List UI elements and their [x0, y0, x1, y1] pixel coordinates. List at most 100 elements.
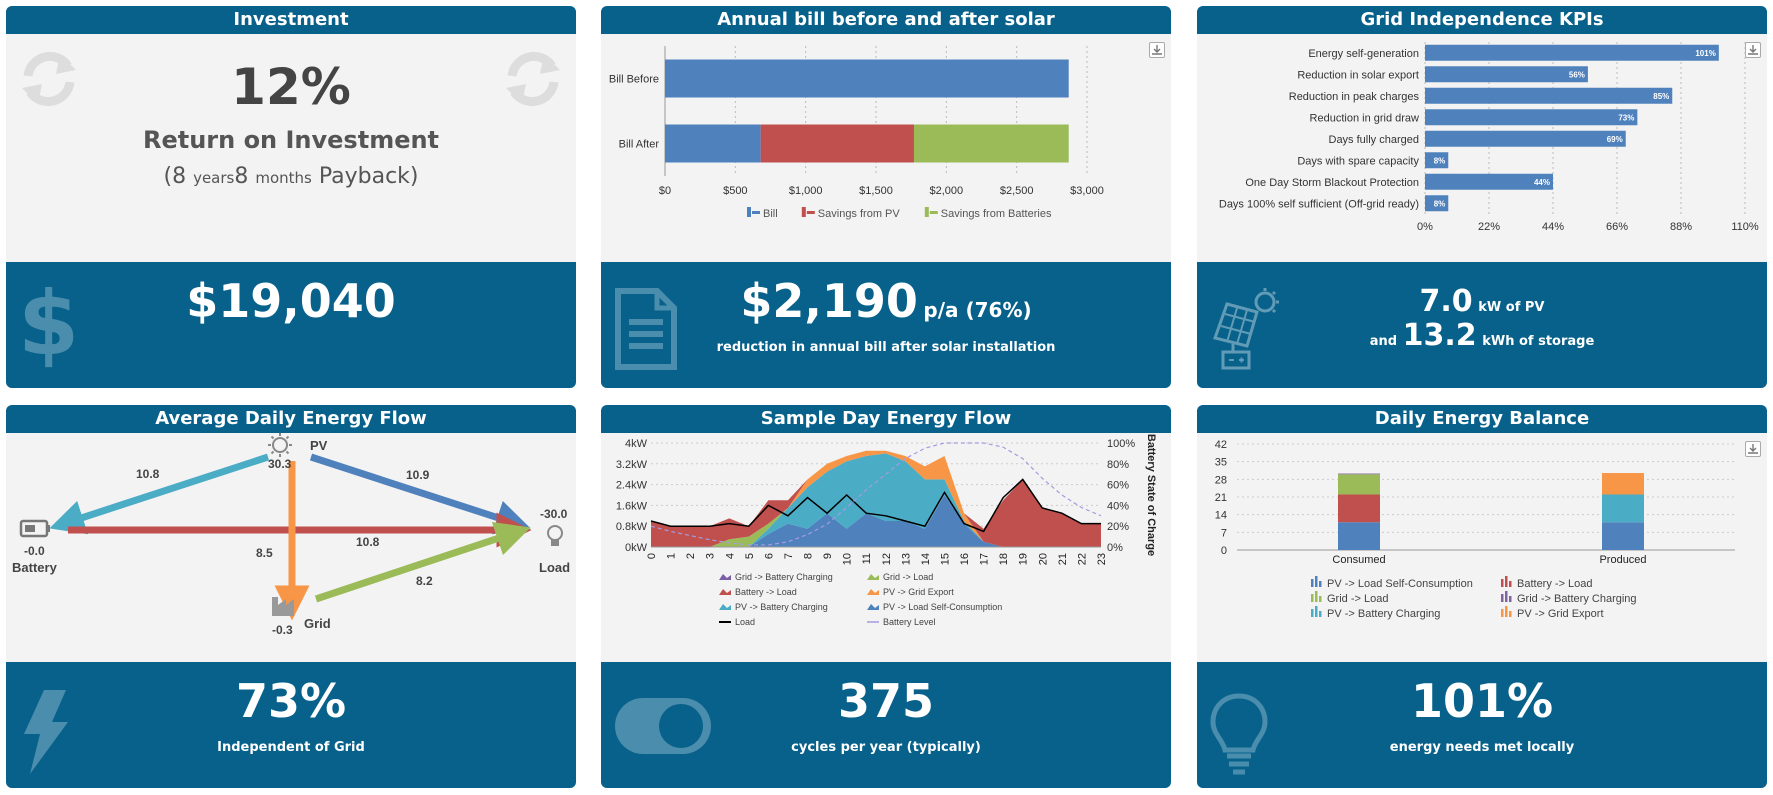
balance-title: Daily Energy Balance — [1197, 405, 1767, 433]
legend-item: PV -> Grid Export — [867, 587, 954, 597]
kpi-bar — [1425, 87, 1673, 104]
x-tick-label: $2,500 — [1000, 185, 1034, 197]
y2-tick-label: 0% — [1107, 542, 1123, 554]
y-tick-label: Days fully charged — [1329, 134, 1420, 146]
kpi-footer: 7.0 kW of PV and 13.2 kWh of storage — [1197, 262, 1767, 388]
legend-item: PV -> Load Self-Consumption — [867, 602, 1002, 612]
download-icon[interactable] — [1745, 441, 1761, 457]
y-tick-label: 2.4kW — [616, 480, 648, 492]
legend-label: Savings from PV — [818, 208, 901, 220]
legend-swatch — [1505, 576, 1508, 587]
payback-years: (8 — [163, 164, 187, 189]
legend-label: PV -> Load Self-Consumption — [883, 602, 1002, 612]
data-label: 85% — [1653, 92, 1669, 101]
cycles-value: 375 — [837, 674, 935, 728]
bar-segment — [913, 124, 1069, 163]
legend-item: Savings from PV — [801, 207, 901, 220]
legend-item: PV -> Battery Charging — [1311, 606, 1440, 620]
legend-swatch — [1315, 576, 1318, 587]
legend-swatch — [719, 574, 731, 580]
legend-swatch — [867, 604, 879, 610]
download-icon[interactable] — [1745, 42, 1761, 58]
legend-swatch — [1509, 611, 1512, 617]
legend-swatch — [1319, 581, 1322, 587]
kpi-pv-value: 7.0 — [1419, 284, 1473, 319]
legend-swatch — [1315, 606, 1318, 617]
legend-label: Battery -> Load — [1517, 578, 1593, 590]
x-tick-label: 1 — [666, 553, 678, 559]
data-label: 8% — [1434, 199, 1446, 208]
legend-swatch — [1319, 611, 1322, 617]
sample-panel: Sample Day Energy Flow 0kW 0.8kW 1.6kW 2.4k… — [601, 405, 1171, 788]
legend-item: Load — [719, 617, 755, 627]
y2-tick-label: 100% — [1107, 438, 1135, 450]
kpi-bar — [1425, 130, 1626, 147]
flow-pv-battery: 10.8 — [136, 467, 160, 481]
x-tick-label: 9 — [822, 553, 834, 559]
legend-label: Grid -> Battery Charging — [735, 572, 833, 582]
legend-swatch — [867, 589, 879, 595]
kpi-chart: 0% 22% 44% 66% 88% 110% Energy self-generation… — [1219, 42, 1759, 233]
legend-swatch — [719, 589, 731, 595]
x-tick-label: 7 — [783, 553, 795, 559]
legend-item: Bill — [747, 207, 778, 220]
kpi-storage-row: and 13.2 kWh of storage — [1197, 318, 1767, 353]
kpi-bar — [1425, 44, 1719, 61]
balance-panel: Daily Energy Balance 0 7 14 21 28 35 42 Consume… — [1197, 405, 1767, 788]
met-label: energy needs met locally — [1389, 740, 1575, 755]
bill-caption: reduction in annual bill after solar ins… — [716, 340, 1056, 355]
y-tick-label: 0 — [1221, 545, 1227, 557]
y-tick-label: Reduction in solar export — [1297, 69, 1419, 81]
factory-icon — [272, 597, 294, 616]
y2-tick-label: 80% — [1107, 459, 1129, 471]
x-tick-label: 3 — [705, 553, 717, 559]
stacked-bar-segment — [1602, 494, 1644, 523]
arrow-grid-load — [314, 521, 531, 603]
x-tick-label: Produced — [1599, 554, 1646, 566]
battery-icon — [19, 519, 50, 538]
bulb-icon — [547, 525, 563, 546]
payback-text: (8 years8 months Payback) — [6, 164, 576, 189]
kpi-storage-value: 13.2 — [1402, 318, 1477, 353]
x-tick-label: 23 — [1096, 553, 1108, 565]
kpi-bar — [1425, 195, 1449, 212]
legend-swatch — [1505, 591, 1508, 602]
legend-swatch — [806, 211, 815, 214]
refresh-icon — [22, 52, 76, 106]
legend-swatch — [929, 211, 938, 214]
y-tick-label: 21 — [1215, 492, 1227, 504]
battery-level-line — [650, 442, 1102, 546]
y-tick-label: 4kW — [625, 438, 648, 450]
x-tick-label: 22 — [1076, 553, 1088, 565]
independent-label: Independent of Grid — [217, 740, 365, 755]
legend-item: Grid -> Battery Charging — [719, 572, 833, 582]
download-icon[interactable] — [1149, 42, 1165, 58]
x-tick-label: 16 — [959, 553, 971, 565]
y-tick-label: One Day Storm Blackout Protection — [1245, 177, 1419, 189]
payback-label: Payback) — [318, 164, 419, 189]
grid-label: Grid — [304, 616, 331, 631]
x-tick-label: 19 — [1018, 553, 1030, 565]
pv-value: 30.3 — [268, 457, 292, 471]
bar-segment — [760, 124, 914, 163]
sun-icon — [268, 433, 292, 457]
x-tick-label: 21 — [1057, 553, 1069, 565]
sample-chart: 0kW 0.8kW 1.6kW 2.4kW 3.2kW 4kW 0% 20% 40% 60% 80%… — [616, 434, 1157, 627]
investment-cost: $19,040 — [186, 274, 396, 328]
bill-saving-row: $2,190 p/a (76%) — [601, 274, 1171, 328]
kpi-pv-unit: kW of PV — [1478, 300, 1545, 315]
y2-tick-label: 60% — [1107, 480, 1129, 492]
legend-label: Grid -> Load — [1327, 593, 1388, 605]
x-tick-label: 2 — [685, 553, 697, 559]
kpi-storage-unit: kWh of storage — [1482, 334, 1595, 349]
y-tick-label: Bill Before — [609, 74, 659, 86]
bill-panel: Annual bill before and after solar $0 $50… — [601, 6, 1171, 388]
y-tick-label: Days with spare capacity — [1297, 155, 1419, 167]
y-tick-label: Energy self-generation — [1308, 48, 1419, 60]
x-tick-label: Consumed — [1332, 554, 1385, 566]
kpi-panel: Grid Independence KPIs 0% 22% 44% 66% 88% 110… — [1197, 6, 1767, 388]
legend-swatch — [747, 207, 751, 217]
legend-item: Battery -> Load — [719, 587, 797, 597]
legend-swatch — [1509, 596, 1512, 602]
x-tick-label: 18 — [998, 553, 1010, 565]
